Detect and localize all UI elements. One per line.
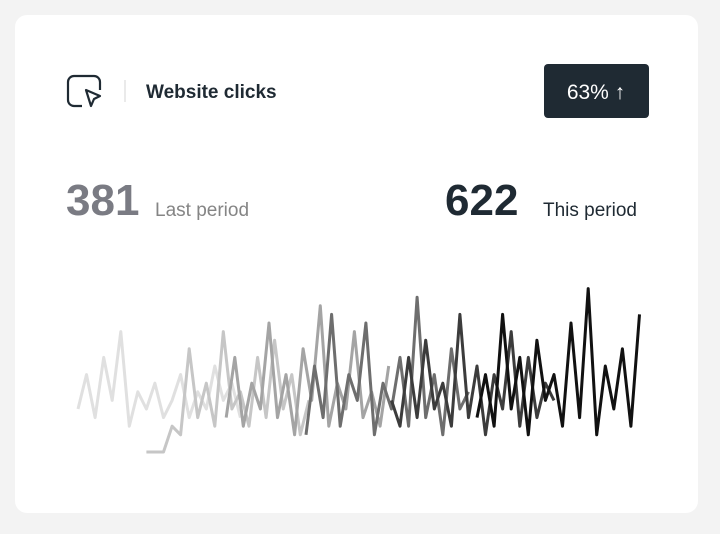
change-badge-text: 63% ↑ — [567, 81, 625, 104]
series-line — [475, 287, 641, 437]
sparkline-chart — [76, 287, 641, 454]
change-badge — [544, 64, 649, 118]
cursor-icon — [66, 74, 102, 108]
series-line — [224, 304, 391, 437]
series-line — [76, 330, 242, 428]
last-value: 381 — [66, 176, 139, 225]
series-line — [390, 312, 556, 437]
card-title: Website clicks — [146, 82, 277, 103]
current-value: 622 — [445, 176, 518, 225]
current-label: This period — [543, 200, 637, 221]
series-line — [304, 295, 470, 437]
last-label: Last period — [155, 200, 249, 221]
